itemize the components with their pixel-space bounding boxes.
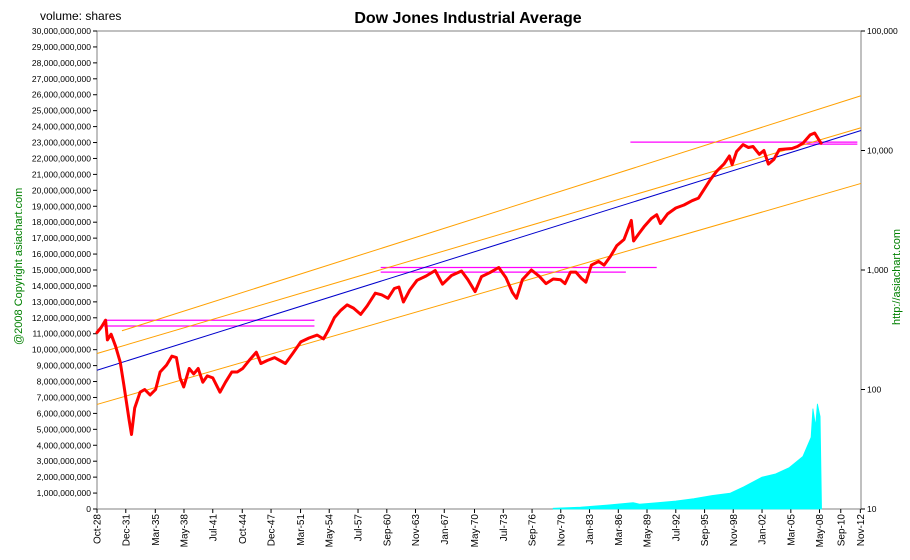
trend-line-center: [96, 130, 862, 371]
trend-channel-line: [96, 127, 862, 355]
y-left-tick-label: 18,000,000,000: [32, 217, 91, 227]
x-tick-label: May-08: [815, 514, 826, 548]
y-left-tick-label: 21,000,000,000: [32, 169, 91, 179]
left-credit: @2008 Copyright asiachart.com: [13, 188, 25, 345]
y-left-tick-label: 10,000,000,000: [32, 345, 91, 355]
x-tick-label: Mar-51: [296, 514, 307, 546]
y-left-tick-label: 5,000,000,000: [37, 424, 92, 434]
x-tick-label: Nov-63: [411, 514, 422, 547]
y-left-tick-label: 2,000,000,000: [37, 472, 92, 482]
x-tick-label: Dec-47: [267, 514, 278, 547]
y-left-tick-label: 6,000,000,000: [37, 408, 92, 418]
y-left-tick-label: 12,000,000,000: [32, 313, 91, 323]
y-left-tick-label: 1,000,000,000: [37, 488, 92, 498]
y-left-tick-label: 3,000,000,000: [37, 456, 92, 466]
y-left-tick-label: 16,000,000,000: [32, 249, 91, 259]
y-left-tick-label: 20,000,000,000: [32, 185, 91, 195]
y-right-tick-label: 10,000: [867, 146, 893, 156]
volume-series: [552, 403, 822, 510]
trend-channel-line: [96, 182, 862, 405]
x-tick-label: Jul-92: [671, 514, 682, 542]
y-left-tick-label: 25,000,000,000: [32, 106, 91, 116]
y-left-tick-label: 8,000,000,000: [37, 377, 92, 387]
x-tick-label: May-70: [470, 514, 481, 548]
y-left-tick-label: 0: [86, 504, 91, 514]
y-left-tick-label: 4,000,000,000: [37, 440, 92, 450]
chart-title: Dow Jones Industrial Average: [354, 10, 581, 27]
y-left-tick-label: 28,000,000,000: [32, 58, 91, 68]
plot-area: [96, 30, 862, 510]
y-left-tick-label: 17,000,000,000: [32, 233, 91, 243]
x-tick-label: May-89: [643, 514, 654, 548]
y-right-tick-label: 1,000: [867, 265, 889, 275]
x-tick-label: Oct-44: [238, 514, 249, 544]
y-left-tick-label: 29,000,000,000: [32, 42, 91, 52]
x-tick-label: Mar-05: [786, 514, 797, 546]
x-tick-label: Mar-86: [614, 514, 625, 546]
x-tick-label: Sep-95: [700, 514, 711, 547]
y-left-tick-label: 13,000,000,000: [32, 297, 91, 307]
dow-price-line: [95, 131, 823, 436]
left-axis-title: volume: shares: [40, 9, 121, 23]
x-tick-label: Nov-98: [729, 514, 740, 547]
y-left-tick-label: 22,000,000,000: [32, 153, 91, 163]
right-credit: http://asiachart.com: [891, 229, 903, 325]
x-tick-label: Nov-12: [856, 514, 867, 547]
x-tick-label: May-38: [179, 514, 190, 548]
x-tick-label: Jan-67: [440, 514, 451, 545]
x-tick-label: Sep-60: [382, 514, 393, 547]
y-left-tick-label: 27,000,000,000: [32, 74, 91, 84]
x-tick-label: Jul-73: [499, 514, 510, 542]
y-left-tick-label: 24,000,000,000: [32, 122, 91, 132]
x-tick-label: Jul-41: [208, 514, 219, 542]
y-left-tick-label: 9,000,000,000: [37, 361, 92, 371]
y-right-tick-label: 100: [867, 385, 881, 395]
trend-channel-line: [121, 95, 862, 332]
y-left-tick-label: 26,000,000,000: [32, 90, 91, 100]
y-left-tick-label: 14,000,000,000: [32, 281, 91, 291]
x-tick-label: Jul-57: [354, 514, 365, 542]
y-right-tick-label: 100,000: [867, 26, 898, 36]
x-tick-label: Mar-35: [151, 514, 162, 546]
y-left-tick-label: 23,000,000,000: [32, 138, 91, 148]
x-tick-label: Sep-10: [836, 514, 847, 547]
x-tick-label: Dec-31: [121, 514, 132, 547]
x-tick-label: May-54: [325, 514, 336, 548]
x-tick-label: Sep-76: [528, 514, 539, 547]
y-left-tick-label: 15,000,000,000: [32, 265, 91, 275]
y-left-tick-label: 7,000,000,000: [37, 392, 92, 402]
x-tick-label: Jan-02: [758, 514, 769, 545]
x-tick-label: Oct-28: [93, 514, 104, 544]
y-left-tick-label: 30,000,000,000: [32, 26, 91, 36]
y-left-tick-label: 11,000,000,000: [33, 329, 92, 339]
y-right-tick-label: 10: [867, 504, 877, 514]
y-left-tick-label: 19,000,000,000: [32, 201, 91, 211]
x-tick-label: Jan-83: [585, 514, 596, 545]
x-tick-label: Nov-79: [556, 514, 567, 547]
